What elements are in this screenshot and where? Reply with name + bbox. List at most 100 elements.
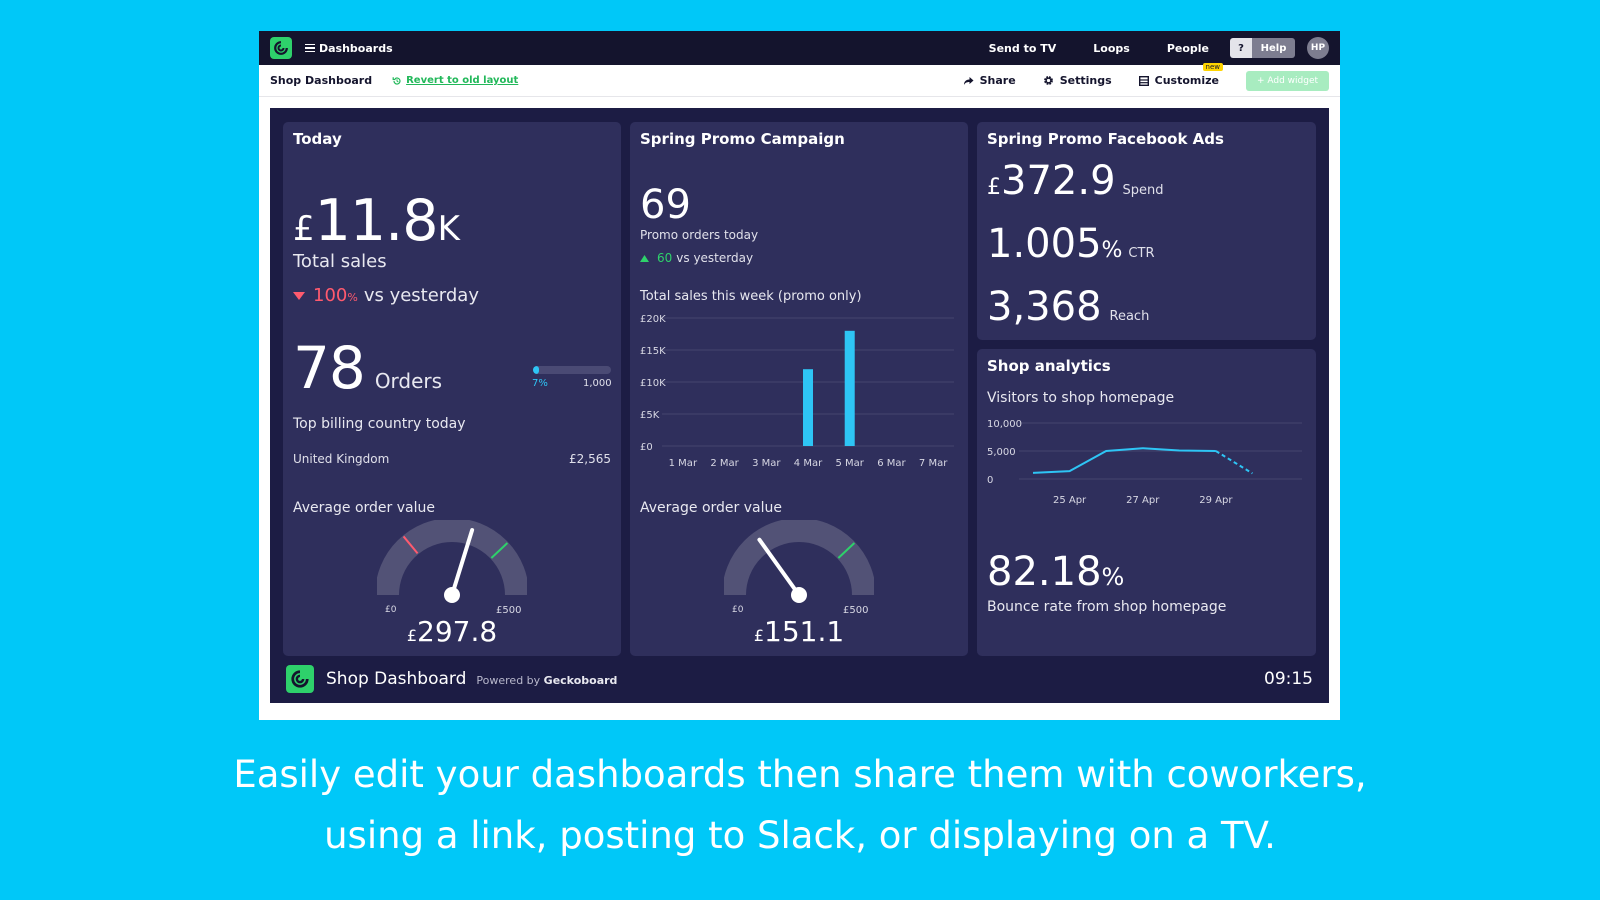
bar-chart-x-tick: 1 Mar xyxy=(669,458,698,469)
sales-change-label: vs yesterday xyxy=(363,285,479,306)
promo-change-value: 60 xyxy=(657,251,673,265)
orders-progress-fill xyxy=(533,366,540,374)
promo-gauge-max: £500 xyxy=(843,605,869,616)
sales-currency: £ xyxy=(293,209,315,249)
visitors-chart-title: Visitors to shop homepage xyxy=(987,390,1175,406)
revert-layout-link[interactable]: Revert to old layout xyxy=(392,75,518,86)
customize-label: Customize xyxy=(1154,74,1219,87)
gauge-red-marker xyxy=(402,535,419,555)
line-chart-series xyxy=(1032,447,1216,474)
down-triangle-icon xyxy=(293,292,305,300)
people-link[interactable]: People xyxy=(1166,41,1209,55)
footer-clock: 09:15 xyxy=(1264,669,1313,689)
promo-title: Spring Promo Campaign xyxy=(640,130,845,148)
share-label: Share xyxy=(979,74,1016,87)
facebook-title: Spring Promo Facebook Ads xyxy=(987,130,1224,148)
caption-line-2: using a link, posting to Slack, or displ… xyxy=(324,814,1276,857)
facebook-ads-widget[interactable]: Spring Promo Facebook Ads £372.9 Spend 1… xyxy=(977,122,1316,340)
bar-chart-x-tick: 3 Mar xyxy=(752,458,781,469)
orders-progress-pct: 7% xyxy=(532,378,548,389)
dashboard-toolbar: Shop Dashboard Revert to old layout Shar… xyxy=(259,63,1340,97)
promo-change-label: vs yesterday xyxy=(676,251,754,265)
today-gauge-title: Average order value xyxy=(293,500,435,516)
gauge-pivot xyxy=(444,587,460,603)
promo-orders-value: 69 xyxy=(640,182,691,228)
caption-line-1: Easily edit your dashboards then share t… xyxy=(233,753,1367,796)
promo-gauge xyxy=(724,520,874,603)
revert-layout-label: Revert to old layout xyxy=(406,75,519,86)
bar-chart-y-tick: £15K xyxy=(640,346,666,357)
geckoboard-logo-icon[interactable] xyxy=(270,37,292,59)
promo-bar-chart: £0 £5K £10K £15K £20K 1 Mar 2 Mar 3 Mar 4 Mar 5 M… xyxy=(640,314,954,469)
orders-value: 78 xyxy=(293,334,366,402)
line-chart-x-tick: 27 Apr xyxy=(1126,495,1160,506)
help-button[interactable]: Help xyxy=(1252,38,1295,58)
promo-chart-title: Total sales this week (promo only) xyxy=(640,289,862,304)
hamburger-icon xyxy=(305,42,315,55)
dashboard-board: Today £11.8K Total sales 100% vs yesterd… xyxy=(270,108,1329,703)
promo-gauge-title: Average order value xyxy=(640,500,782,516)
gear-icon xyxy=(1043,76,1053,85)
settings-label: Settings xyxy=(1059,74,1112,87)
customize-button[interactable]: Customize new xyxy=(1138,63,1223,87)
analytics-title: Shop analytics xyxy=(987,357,1111,375)
powered-by-text: Powered by xyxy=(476,674,541,687)
orders-progress-max: 1,000 xyxy=(583,378,612,389)
bar-chart-y-tick: £0 xyxy=(640,442,653,453)
share-arrow-icon xyxy=(963,76,974,85)
billing-amount: £2,565 xyxy=(569,452,611,466)
sales-change-pct: % xyxy=(347,291,358,304)
gauge-green-marker xyxy=(837,542,856,559)
bar-chart-bar xyxy=(803,369,813,446)
reach-label: Reach xyxy=(1109,309,1150,324)
top-navigation-bar: Dashboards Send to TV Loops People ? Hel… xyxy=(259,31,1340,65)
orders-label: Orders xyxy=(374,369,443,393)
spend-value: 372.9 xyxy=(1001,158,1116,204)
share-button[interactable]: Share xyxy=(963,74,1016,87)
sales-value: 11.8 xyxy=(314,188,439,254)
bar-chart-x-tick: 7 Mar xyxy=(919,458,948,469)
add-widget-button[interactable]: + Add widget xyxy=(1246,70,1329,91)
dashboards-menu[interactable]: Dashboards xyxy=(305,42,393,55)
ctr-label: CTR xyxy=(1128,246,1155,261)
shop-analytics-widget[interactable]: Shop analytics Visitors to shop homepage… xyxy=(977,349,1316,656)
sales-change-value: 100 xyxy=(313,285,348,306)
geckoboard-logo-icon xyxy=(286,665,314,693)
settings-button[interactable]: Settings xyxy=(1043,74,1112,87)
dashboard-footer: Shop Dashboard Powered by Geckoboard 09:… xyxy=(270,655,1329,703)
bar-chart-x-tick: 4 Mar xyxy=(794,458,823,469)
dashboard-name: Shop Dashboard xyxy=(270,74,373,87)
gauge-green-marker xyxy=(490,542,509,559)
orders-progress xyxy=(533,366,611,374)
dashboards-menu-label: Dashboards xyxy=(319,41,393,55)
today-gauge-currency: £ xyxy=(406,626,417,645)
bar-chart-y-tick: £20K xyxy=(640,314,666,325)
ctr-value: 1.005 xyxy=(987,221,1102,267)
gauge-needle xyxy=(757,537,801,597)
today-gauge-value: 297.8 xyxy=(417,615,498,648)
layout-icon xyxy=(1138,75,1149,86)
promo-widget[interactable]: Spring Promo Campaign 69 Promo orders to… xyxy=(630,122,968,656)
footer-dashboard-title: Shop Dashboard xyxy=(326,669,467,689)
footer-powered-by: Powered by Geckoboard xyxy=(476,674,617,687)
loops-link[interactable]: Loops xyxy=(1093,41,1130,55)
bounce-value: 82.18 xyxy=(987,549,1102,595)
reach-value: 3,368 xyxy=(987,284,1102,330)
gauge-pivot xyxy=(791,587,807,603)
send-to-tv-link[interactable]: Send to TV xyxy=(988,41,1057,55)
billing-country: United Kingdom xyxy=(293,452,390,466)
line-chart-y-tick: 10,000 xyxy=(987,419,1022,430)
up-triangle-icon xyxy=(640,254,649,262)
avatar[interactable]: HP xyxy=(1307,37,1329,59)
help-question-button[interactable]: ? xyxy=(1230,38,1252,58)
today-gauge-max: £500 xyxy=(496,605,522,616)
line-chart-x-tick: 25 Apr xyxy=(1053,495,1087,506)
sales-label: Total sales xyxy=(293,251,387,272)
today-widget[interactable]: Today £11.8K Total sales 100% vs yesterd… xyxy=(283,122,621,656)
promo-orders-label: Promo orders today xyxy=(640,228,759,242)
new-badge: new xyxy=(1202,63,1223,71)
today-gauge xyxy=(377,520,527,603)
bar-chart-y-tick: £10K xyxy=(640,378,666,389)
promo-gauge-min: £0 xyxy=(732,605,744,615)
bounce-pct: % xyxy=(1101,563,1125,591)
